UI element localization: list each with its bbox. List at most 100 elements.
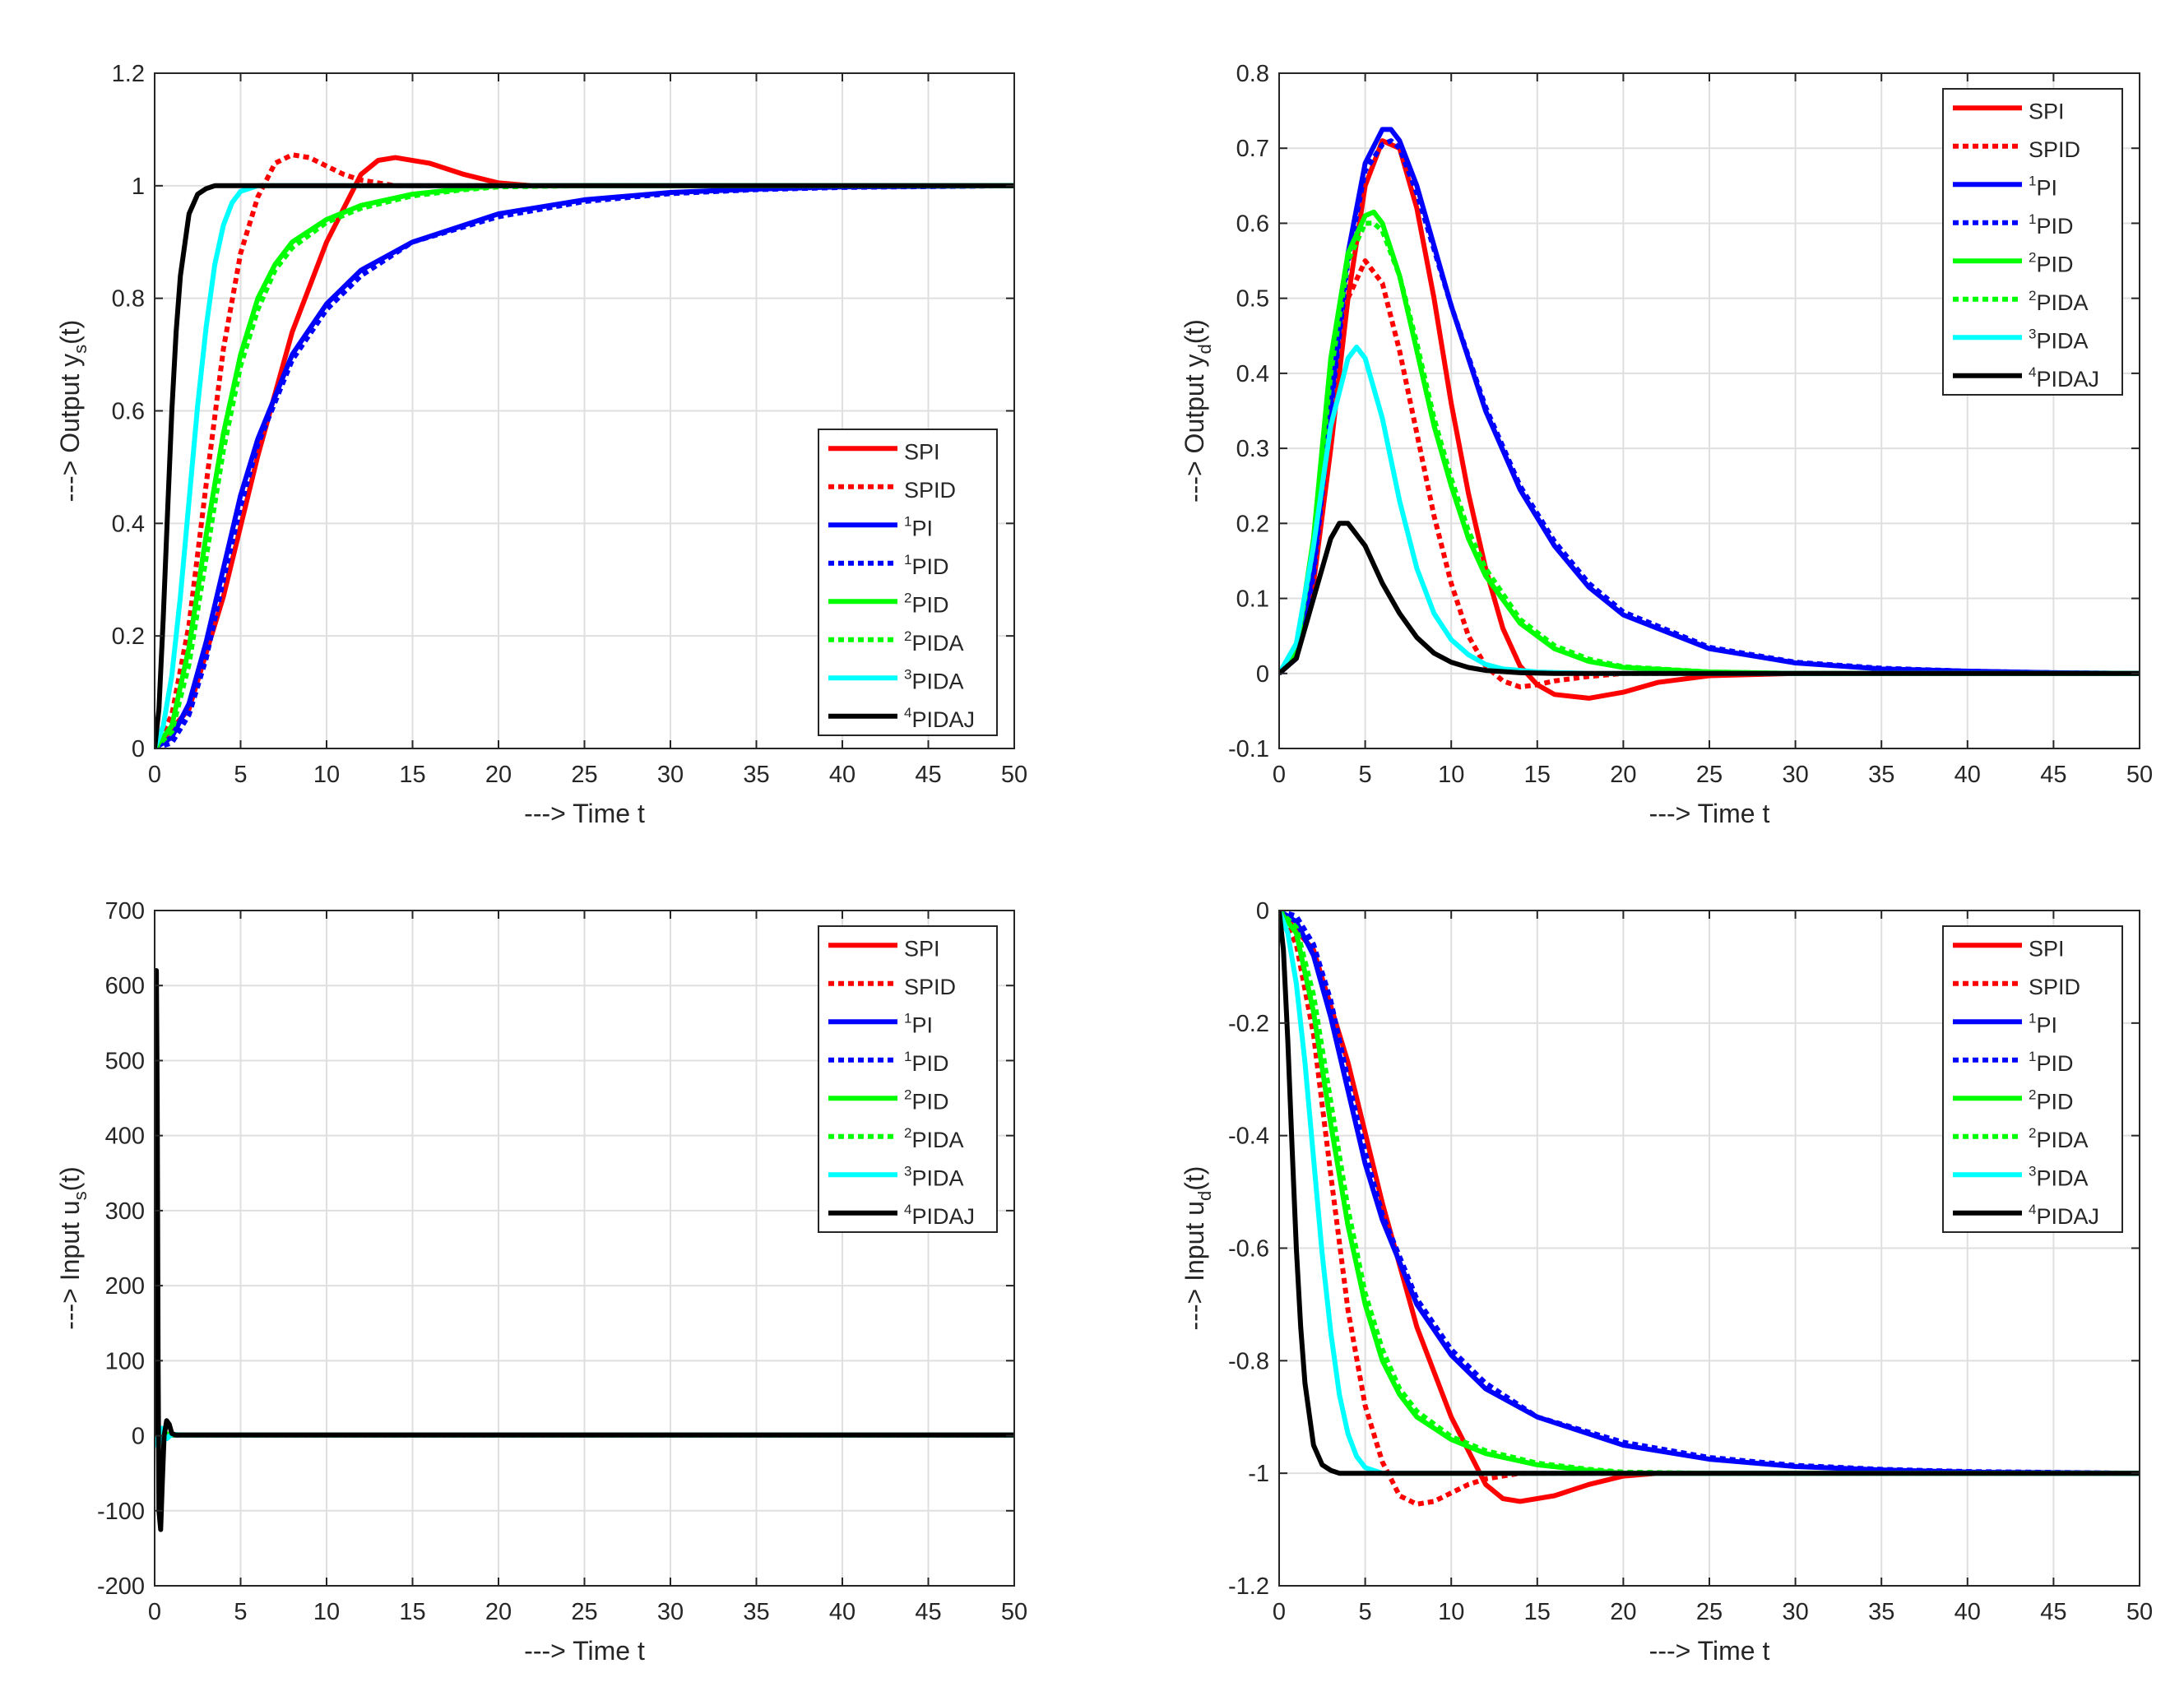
legend-label-1PI: 1PI [2029,173,2057,200]
x-tick-label: 20 [1610,1599,1636,1625]
y-tick-label: 0.3 [1236,436,1269,462]
x-tick-label: 10 [1438,762,1464,788]
x-tick-label: 30 [657,1599,684,1625]
legend-label-1PID: 1PID [904,1049,948,1076]
x-tick-label: 45 [915,1599,941,1625]
series-line-4PIDAJ [155,968,1014,1532]
x-tick-label: 40 [829,762,856,788]
series-line-1PI [1279,911,2140,1476]
legend-label-SPID: SPID [2029,975,2080,999]
legend-label-SPI: SPI [2029,936,2065,961]
legend-label-SPID: SPID [904,975,956,999]
y-tick-label: 0 [132,736,145,762]
x-tick-label: 35 [1868,1599,1894,1625]
y-tick-label: -200 [97,1573,145,1600]
legend-label-3PIDA: 3PIDA [2029,326,2089,353]
legend-label-1PI: 1PI [904,513,933,540]
y-tick-label: -0.2 [1228,1011,1269,1037]
series-line-1PID [1279,138,2140,676]
x-tick-label: 40 [1954,762,1981,788]
x-tick-label: 35 [1868,762,1894,788]
y-tick-label: 0 [1256,898,1269,924]
legend-label-2PIDA: 2PIDA [2029,288,2089,315]
x-tick-label: 5 [234,762,247,788]
y-tick-label: -0.4 [1228,1124,1269,1150]
x-tick-label: 40 [1954,1599,1981,1625]
y-tick-label: 0.4 [1236,361,1269,387]
legend-label-1PID: 1PID [904,552,948,579]
legend-label-4PIDAJ: 4PIDAJ [904,1202,975,1229]
x-tick-label: 45 [2040,762,2066,788]
y-tick-label: 0.5 [1236,286,1269,313]
x-tick-label: 25 [1696,762,1723,788]
x-tick-label: 50 [2126,1599,2153,1625]
x-tick-label: 15 [1524,762,1551,788]
legend-label-3PIDA: 3PIDA [904,666,964,693]
legend-box [818,429,998,736]
y-tick-label: -1 [1248,1461,1269,1487]
y-tick-label: 0.7 [1236,136,1269,162]
y-tick-label: 0.8 [112,286,145,313]
x-tick-label: 15 [399,762,425,788]
series-group [155,152,1014,748]
x-tick-label: 50 [1001,1599,1027,1625]
legend-label-SPID: SPID [904,478,956,503]
y-tick-label: 0.4 [112,511,145,537]
x-axis-label: ---> Time t [1649,1636,1770,1666]
y-tick-label: -0.8 [1228,1348,1269,1374]
legend-label-SPI: SPI [904,439,940,464]
x-tick-label: 25 [1696,1599,1723,1625]
x-tick-label: 20 [485,1599,512,1625]
y-tick-label: 1.2 [112,61,145,87]
x-axis-label: ---> Time t [524,799,645,828]
x-tick-label: 0 [1273,1599,1286,1625]
legend-label-SPID: SPID [2029,137,2080,162]
chart-ys: 0 5 10 15 20 25 30 35 40 45 50 0 0.2 0.4 0.6 0.8 1 1.2 ---… [55,61,1027,828]
x-tick-label: 5 [1359,762,1372,788]
y-tick-label: 300 [105,1198,145,1225]
series-line-1PID [1279,911,2140,1476]
x-tick-label: 50 [2126,762,2153,788]
legend-box [1942,925,2123,1233]
legend-label-1PID: 1PID [2029,1049,2073,1076]
y-tick-label: 0.6 [1236,211,1269,237]
x-tick-label: 45 [915,762,941,788]
x-tick-label: 20 [1610,762,1636,788]
y-tick-label: 0.6 [112,399,145,425]
chart-ud: 0 5 10 15 20 25 30 35 40 45 50 -1.2 -1 -0.8 -0.6 -0.4 -0… [1180,898,2153,1666]
y-tick-label: -0.6 [1228,1236,1269,1263]
x-tick-label: 5 [234,1599,247,1625]
x-tick-label: 5 [1359,1599,1372,1625]
x-tick-label: 10 [313,762,340,788]
y-tick-label: 0 [1256,661,1269,688]
legend-label-2PIDA: 2PIDA [2029,1125,2089,1152]
y-tick-label: 100 [105,1348,145,1374]
legend-label-4PIDAJ: 4PIDAJ [2029,364,2099,392]
x-tick-label: 50 [1001,762,1027,788]
x-axis-label: ---> Time t [1649,799,1770,828]
y-tick-label: 0.2 [112,623,145,650]
legend-label-2PID: 2PID [904,1087,948,1114]
y-tick-label: 500 [105,1048,145,1074]
legend: SPI SPID 1PI 1PID 2PID 2PIDA 3PIDA 4PIDAJ [1942,88,2123,396]
legend-label-2PIDA: 2PIDA [904,628,964,656]
series-line-4PIDAJ [155,183,1014,748]
legend-label-3PIDA: 3PIDA [2029,1163,2089,1190]
y-axis-label: ---> Output yd(t) [1180,319,1215,503]
x-tick-label: 25 [571,1599,597,1625]
x-tick-label: 30 [1782,762,1808,788]
legend-label-2PID: 2PID [2029,249,2073,276]
y-tick-label: 400 [105,1124,145,1150]
x-tick-label: 35 [743,762,769,788]
y-tick-label: 0.1 [1236,586,1269,613]
x-tick-label: 35 [743,1599,769,1625]
legend-box [1942,88,2123,396]
y-tick-label: 0 [132,1424,145,1450]
y-tick-label: 1 [132,174,145,200]
x-tick-label: 20 [485,762,512,788]
x-tick-label: 30 [657,762,684,788]
legend-label-1PID: 1PID [2029,211,2073,239]
x-tick-label: 45 [2040,1599,2066,1625]
x-tick-label: 0 [148,762,161,788]
